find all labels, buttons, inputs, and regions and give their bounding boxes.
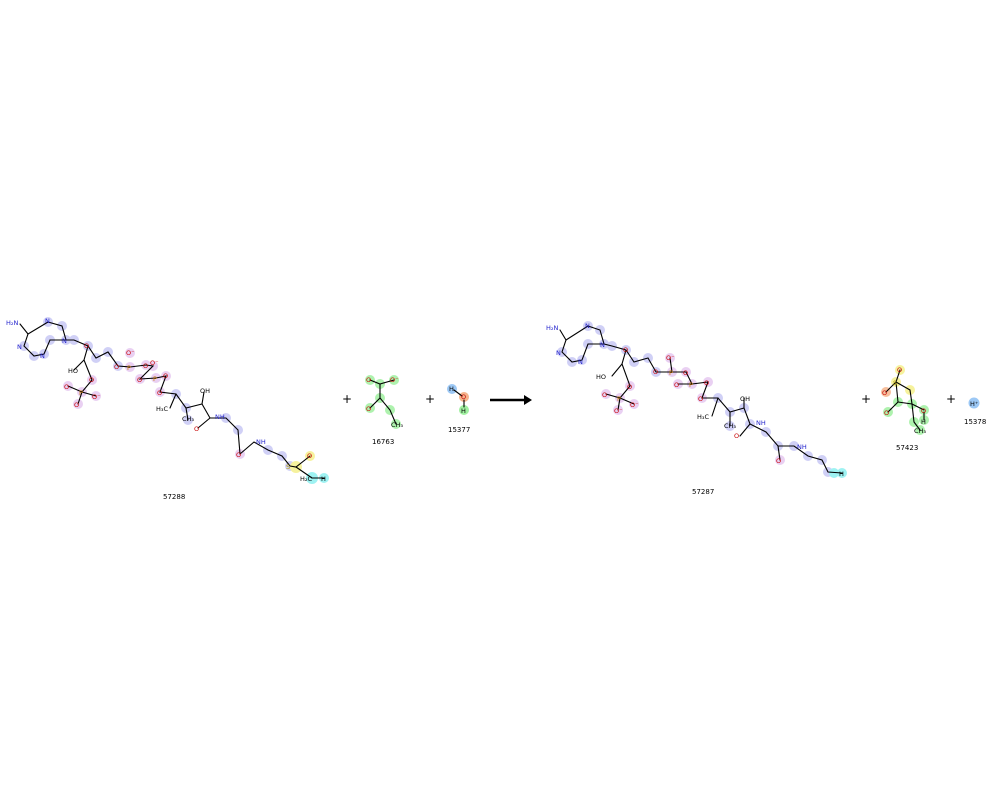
atom-label: O (461, 393, 466, 401)
atom-label: H₂C (300, 475, 312, 483)
atom-label: P (153, 375, 157, 383)
atom-label: O (236, 451, 241, 459)
atom-label: O (64, 383, 69, 391)
atom-label: O⁻ (390, 376, 399, 384)
atom-label: S (286, 463, 290, 471)
plus-sign: + (425, 392, 435, 406)
molecule-id-label: 57287 (692, 488, 714, 496)
molecule-57287: H₂N N N N N O HO O O⁻ P O O P O O O P O … (546, 321, 847, 496)
reaction-arrow (490, 395, 532, 405)
atom-label: N (578, 358, 583, 366)
atom-label: O (89, 376, 94, 384)
atom-label: N (45, 317, 50, 325)
molecule-id-label: 16763 (372, 438, 394, 446)
atom-label: O (674, 381, 679, 389)
atom-label: H (321, 475, 326, 483)
atom-label: CH₃ (182, 415, 194, 423)
atom-label: O (366, 405, 371, 413)
atom-label: N (556, 349, 561, 357)
molecule-id-label: 57288 (163, 493, 185, 501)
atom-label: H (839, 470, 844, 478)
molecule-id-label: 57423 (896, 444, 918, 452)
atom-label: OH (740, 395, 750, 403)
atom-label: O (74, 401, 79, 409)
molecule-16763: O O⁻ O CH₃ 16763 (365, 375, 403, 446)
plus-sign: + (861, 392, 871, 406)
molecule-57288: H₂N N N N N O HO O O⁻ P O O⁻ O P O O O P… (6, 317, 329, 501)
atom-label: O (602, 391, 607, 399)
atom-label: O⁻ (126, 349, 135, 357)
atom-label: O⁻ (614, 407, 623, 415)
atom-label: O (882, 389, 887, 397)
atom-label: P (617, 395, 621, 403)
atom-label: O (143, 362, 148, 370)
atom-label: N (62, 337, 67, 345)
atom-label: N (600, 341, 605, 349)
atom-label: CH₃ (724, 422, 736, 430)
atom-label: O (114, 363, 119, 371)
molecule-57423: O S O O O H CH₃ 57423 (881, 365, 929, 452)
atom-label: O (776, 457, 781, 465)
atom-label: O (884, 409, 889, 417)
atom-label: H₃C (697, 413, 709, 421)
molecule-id-label: 15378 (964, 418, 986, 426)
atom-label: HO (596, 373, 606, 381)
atom-label: O (137, 376, 142, 384)
atom-label: O (623, 346, 628, 354)
atom-label: N (17, 343, 22, 351)
atom-label: HO (68, 367, 78, 375)
atom-label: O (704, 379, 709, 387)
atom-label: O⁻ (666, 354, 675, 362)
atom-label: H (921, 418, 926, 426)
molecule-id-label: 15377 (448, 426, 470, 434)
atom-label: O (921, 407, 926, 415)
atom-label: H₂N (6, 319, 18, 327)
atom-label: NH (256, 438, 266, 446)
atom-label: P (79, 389, 83, 397)
atom-label: CH₃ (914, 427, 926, 435)
atom-label: NH (215, 413, 225, 421)
atom-label: OH (200, 387, 210, 395)
plus-sign: + (342, 392, 352, 406)
atom-label: P (689, 381, 693, 389)
atom-label: O (683, 369, 688, 377)
atom-label: O⁻ (92, 393, 101, 401)
atom-label: O (653, 368, 658, 376)
atom-label: P (127, 364, 131, 372)
atom-label: O (194, 425, 199, 433)
atom-label: O (897, 366, 902, 374)
atom-label: H (449, 385, 454, 393)
atom-label: P (669, 369, 673, 377)
molecule-15377: H O H 15377 (447, 384, 470, 434)
atom-label: H₃C (156, 405, 168, 413)
atom-label: O⁻ (150, 359, 159, 367)
atom-label: O (627, 383, 632, 391)
atom-label: O (734, 432, 739, 440)
atom-label: O (307, 452, 312, 460)
atom-label: N (585, 322, 590, 330)
plus-sign: + (946, 392, 956, 406)
atom-label: H₂N (546, 324, 558, 332)
atom-label: O (157, 389, 162, 397)
atom-label: O (698, 395, 703, 403)
molecule-15378: H⁺ 15378 (964, 397, 986, 426)
atom-label: NH (756, 419, 766, 427)
atom-label: O (366, 376, 371, 384)
atom-label: O⁻ (630, 401, 639, 409)
atom-label: O (163, 372, 168, 380)
atom-label: H (461, 407, 466, 415)
atom-label: N (40, 352, 45, 360)
atom-label: NH (797, 443, 807, 451)
atom-label: O (84, 342, 89, 350)
atom-label: CH₃ (391, 421, 403, 429)
atom-label: H⁺ (970, 400, 978, 408)
atom-label: S (893, 379, 897, 387)
